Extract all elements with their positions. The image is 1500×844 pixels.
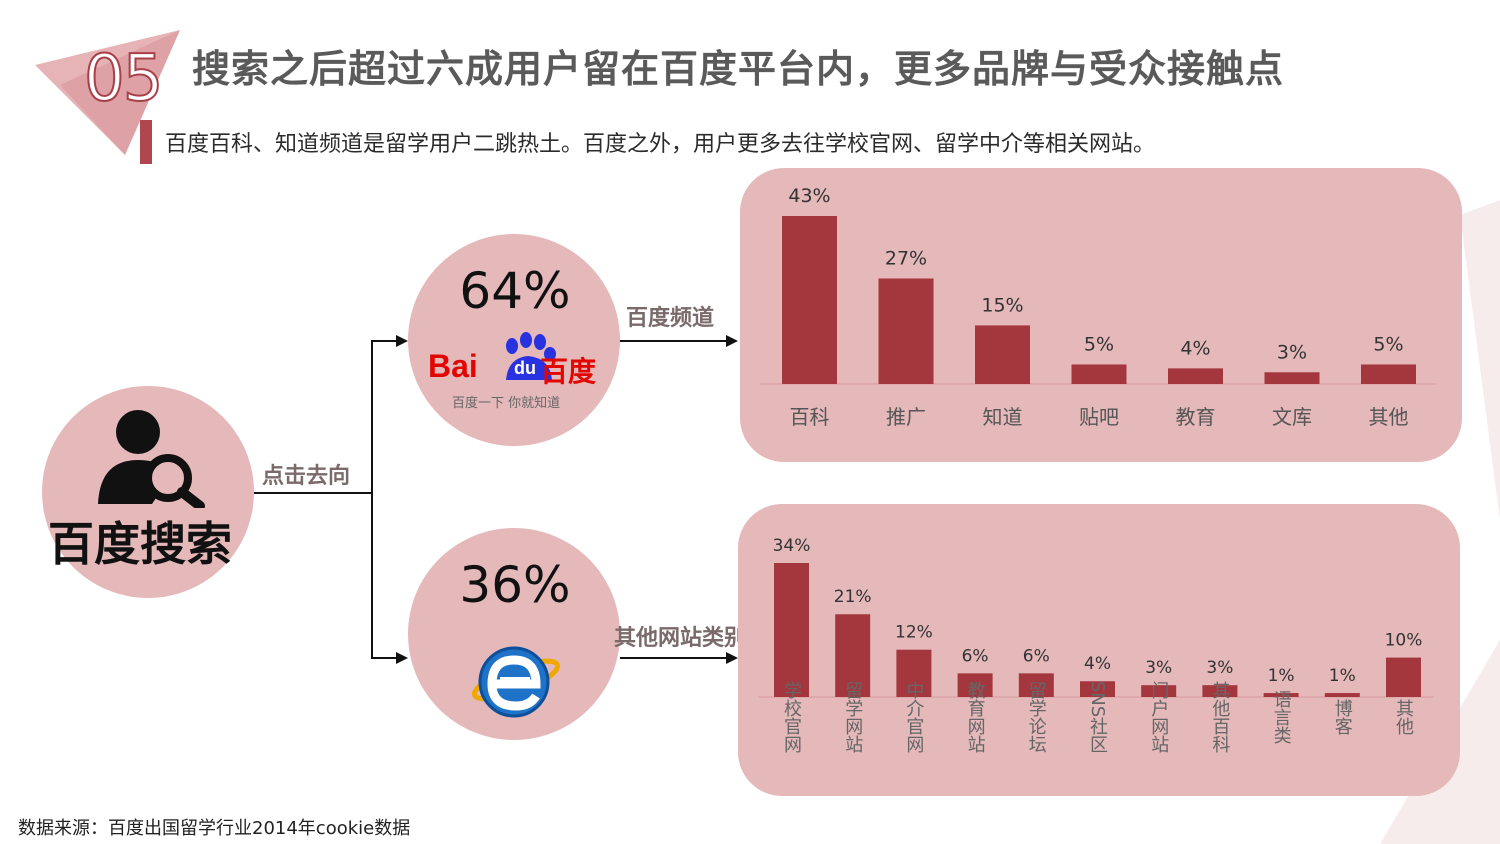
click-destination-label: 点击去向 [262,464,351,489]
data-label-1: 27% [885,248,927,270]
data-label-8: 1% [1268,666,1295,686]
category-label-5: 文库 [1272,405,1312,429]
category-label-5: SNS社区 [1087,681,1108,753]
bar-10 [1386,657,1421,697]
baidu-slogan: 百度一下 你就知道 [452,396,561,411]
arrow-top [396,335,408,347]
baidu-logo-bai: Bai [428,348,478,384]
baidu-channel-chart: 43% 百科 27% 推广 15% 知道 5% 贴吧 4% 教育 3% 文库 5% 其他 [760,185,1436,429]
bar-0 [782,216,837,384]
bar-8 [1263,693,1299,697]
baidu-percent: 64% [459,262,571,320]
other-sites-label: 其他网站类别 [614,626,747,651]
bar-3 [1071,364,1127,384]
data-label-10: 10% [1385,631,1423,651]
category-label-2: 中介官网 [903,681,924,753]
category-label-9: 博客 [1332,699,1353,735]
bar-6 [1141,685,1177,697]
user-search-icon [98,410,205,508]
bar-6 [1361,364,1416,384]
data-label-5: 3% [1277,341,1307,363]
page-subtitle: 百度百科、知道频道是留学用户二跳热土。百度之外，用户更多去往学校官网、留学中介等… [165,132,1156,157]
bar-2 [975,325,1030,384]
connector-main [254,492,372,494]
bar-5 [1264,372,1320,384]
bar-4 [1168,368,1223,384]
connector-vertical [371,340,373,658]
data-label-2: 15% [981,294,1023,316]
browser-e-icon [471,646,561,718]
bar-4 [1018,673,1054,697]
bar-3 [957,673,993,697]
baidu-channel-label: 百度频道 [626,306,715,331]
subtitle-accent-bar [140,120,152,164]
bar-7 [1202,685,1238,697]
other-percent: 36% [459,556,571,614]
data-label-0: 34% [773,536,811,556]
data-label-2: 12% [895,623,933,643]
page-title: 搜索之后超过六成用户留在百度平台内，更多品牌与受众接触点 [192,47,1285,91]
category-label-2: 知道 [983,405,1023,429]
bar-5 [1080,681,1115,697]
section-badge [35,30,180,155]
search-source-label: 百度搜索 [48,517,232,571]
category-label-10: 其他 [1393,699,1414,735]
data-label-3: 5% [1084,333,1114,355]
baidu-logo-du: du [514,358,536,378]
bar-1 [835,614,871,697]
category-label-0: 百科 [790,405,830,429]
data-label-4: 6% [1023,646,1050,666]
data-label-5: 4% [1084,654,1111,674]
data-label-7: 3% [1206,658,1233,678]
section-number: 05 [83,41,164,117]
category-label-4: 留学论坛 [1026,681,1047,753]
baidu-channel-chart-panel: 43% 百科 27% 推广 15% 知道 5% 贴吧 4% 教育 3% 文库 5% 其他 [740,168,1462,462]
data-source-note: 数据来源：百度出国留学行业2014年cookie数据 [18,818,411,839]
bar-9 [1324,693,1360,697]
bar-0 [774,563,809,697]
category-label-3: 贴吧 [1079,405,1119,429]
data-label-6: 5% [1373,333,1403,355]
data-label-4: 4% [1180,337,1210,359]
other-sites-chart-panel: 34% 学校官网 21% 留学网站 12% 中介官网 6% 教育网站 6% 留学论坛 4% SNS社区… [738,504,1460,796]
category-label-3: 教育网站 [965,681,986,753]
data-label-0: 43% [788,185,830,207]
connector-other-panel [620,657,726,659]
category-label-1: 留学网站 [842,681,863,753]
baidu-logo: Bai du 百度 [428,328,608,388]
arrow-other-panel [726,652,738,664]
data-label-1: 21% [834,587,872,607]
connector-top [371,340,397,342]
other-sites-chart: 34% 学校官网 21% 留学网站 12% 中介官网 6% 教育网站 6% 留学论坛 4% SNS社区… [758,536,1434,753]
category-label-8: 语言类 [1271,690,1292,744]
connector-baidu-panel [620,340,726,342]
data-label-9: 1% [1329,666,1356,686]
arrow-bottom [396,652,408,664]
data-label-6: 3% [1145,658,1172,678]
bar-2 [896,649,932,697]
data-label-3: 6% [962,646,989,666]
category-label-4: 教育 [1176,405,1216,429]
category-label-0: 学校官网 [781,681,802,753]
category-label-6: 其他 [1369,405,1409,429]
category-label-6: 门户网站 [1148,681,1169,753]
category-label-7: 其他百科 [1209,681,1230,753]
bar-1 [878,278,934,384]
baidu-logo-cn: 百度 [540,355,597,388]
category-label-1: 推广 [886,405,926,429]
arrow-baidu-panel [726,335,738,347]
connector-bottom [371,657,397,659]
